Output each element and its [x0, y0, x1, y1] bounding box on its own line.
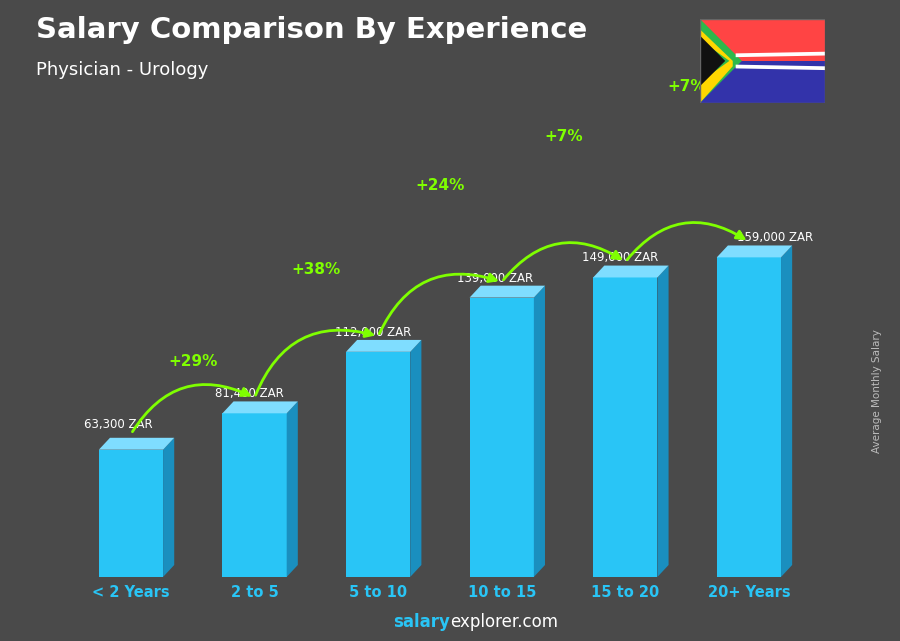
- Text: 63,300 ZAR: 63,300 ZAR: [84, 418, 153, 431]
- Polygon shape: [346, 340, 421, 352]
- Polygon shape: [716, 246, 792, 258]
- Polygon shape: [781, 246, 792, 577]
- Text: 159,000 ZAR: 159,000 ZAR: [736, 231, 813, 244]
- Polygon shape: [163, 438, 175, 577]
- Polygon shape: [222, 401, 298, 413]
- Text: +24%: +24%: [415, 178, 464, 194]
- Polygon shape: [700, 36, 725, 86]
- Polygon shape: [470, 286, 545, 297]
- Polygon shape: [700, 19, 742, 103]
- Polygon shape: [222, 413, 287, 577]
- Polygon shape: [99, 450, 163, 577]
- Text: Physician - Urology: Physician - Urology: [36, 61, 209, 79]
- Polygon shape: [700, 29, 733, 103]
- Polygon shape: [735, 52, 825, 57]
- Text: +38%: +38%: [292, 262, 341, 278]
- Polygon shape: [410, 340, 421, 577]
- Polygon shape: [735, 65, 825, 70]
- Text: +29%: +29%: [168, 354, 218, 369]
- Polygon shape: [593, 278, 658, 577]
- Polygon shape: [99, 438, 175, 450]
- Text: Average Monthly Salary: Average Monthly Salary: [872, 329, 883, 453]
- Polygon shape: [593, 265, 669, 278]
- Polygon shape: [658, 265, 669, 577]
- Text: 139,000 ZAR: 139,000 ZAR: [457, 272, 534, 285]
- Bar: [700, 61, 825, 103]
- Polygon shape: [346, 352, 410, 577]
- Text: +7%: +7%: [668, 79, 706, 94]
- Text: +7%: +7%: [544, 129, 583, 144]
- Text: salary: salary: [393, 613, 450, 631]
- Bar: [700, 19, 825, 61]
- Text: Salary Comparison By Experience: Salary Comparison By Experience: [36, 16, 587, 44]
- Text: 112,000 ZAR: 112,000 ZAR: [335, 326, 411, 339]
- Polygon shape: [534, 286, 545, 577]
- Polygon shape: [716, 258, 781, 577]
- Text: explorer.com: explorer.com: [450, 613, 558, 631]
- Text: 81,400 ZAR: 81,400 ZAR: [215, 387, 284, 400]
- Text: 149,000 ZAR: 149,000 ZAR: [582, 251, 658, 265]
- Polygon shape: [470, 297, 534, 577]
- Polygon shape: [287, 401, 298, 577]
